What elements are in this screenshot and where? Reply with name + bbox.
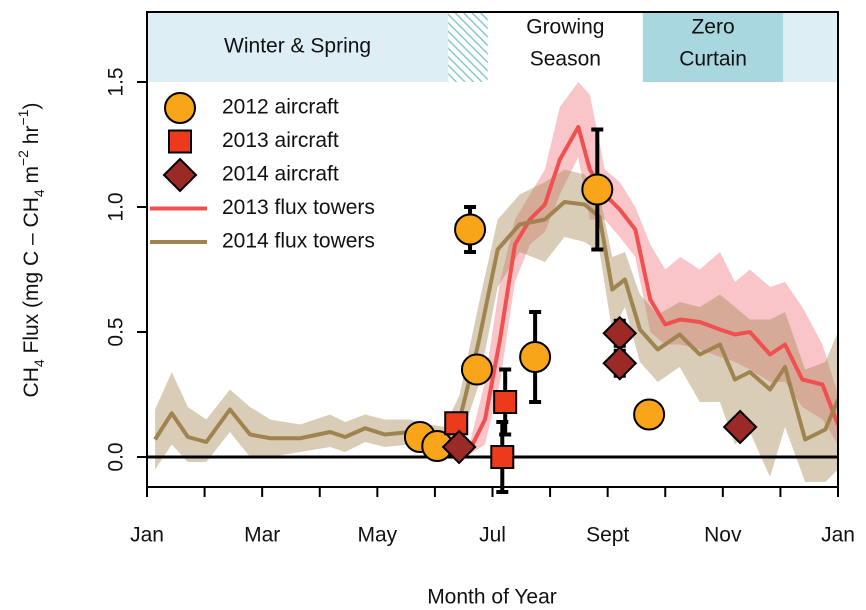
season-label: Curtain <box>679 48 747 71</box>
point <box>441 429 477 465</box>
x-axis-label: Month of Year <box>427 586 557 609</box>
x-tick-label: Jan <box>821 524 855 547</box>
season-band <box>783 12 838 82</box>
point <box>581 173 614 206</box>
y-tick-label: 0.0 <box>105 442 128 471</box>
flux-line <box>454 125 838 457</box>
uncertainty-band <box>155 169 838 482</box>
point <box>490 445 515 469</box>
x-tick-label: Mar <box>244 524 280 547</box>
point <box>519 341 552 373</box>
legend-label: 2012 aircraft <box>222 96 339 119</box>
x-tick-label: Nov <box>704 524 742 547</box>
y-axis-label-part: hr <box>20 126 43 151</box>
flux-line <box>153 200 838 444</box>
point <box>164 92 196 124</box>
season-band <box>487 12 643 82</box>
uncertainty-band <box>455 82 838 457</box>
y-tick-label: 1.5 <box>105 67 128 96</box>
y-axis-label-part: CH <box>20 367 43 397</box>
legend-label: 2013 flux towers <box>222 196 375 219</box>
point <box>454 213 487 246</box>
point <box>168 129 192 154</box>
legend-label: 2014 flux towers <box>222 230 375 253</box>
season-band <box>642 12 784 82</box>
season-label: Winter & Spring <box>224 35 371 58</box>
season-band <box>147 12 449 82</box>
point <box>722 409 758 445</box>
point <box>633 398 666 431</box>
x-tick-label: Jul <box>479 524 506 547</box>
y-axis-label-part: m <box>20 166 43 189</box>
y-axis-label-part: Flux (mg C – CH <box>20 197 43 359</box>
legend-label: 2013 aircraft <box>222 129 339 152</box>
y-tick-label: 0.5 <box>105 317 128 346</box>
season-label: Season <box>530 48 601 71</box>
y-axis-label-part: −2 <box>15 150 31 166</box>
plot-area <box>153 82 838 482</box>
point <box>602 345 638 381</box>
y-axis-label: CH4 Flux (mg C – CH4 m−2 hr−1) <box>15 103 47 398</box>
season-band <box>448 12 488 82</box>
y-axis-label-part: −1 <box>15 109 31 125</box>
point <box>493 390 518 414</box>
x-tick-label: Jan <box>130 524 164 547</box>
y-axis-label-part: ) <box>20 103 43 110</box>
y-axis-label-part: 4 <box>31 359 47 367</box>
point <box>162 157 198 193</box>
x-tick-label: May <box>357 524 397 547</box>
season-label: Growing <box>526 16 604 39</box>
x-tick-label: Sept <box>586 524 629 547</box>
y-axis-label-part: 4 <box>31 189 47 197</box>
point <box>460 353 493 386</box>
point <box>444 411 469 436</box>
y-tick-label: 1.0 <box>105 192 128 221</box>
season-label: Zero <box>691 16 734 39</box>
legend-label: 2014 aircraft <box>222 163 339 186</box>
